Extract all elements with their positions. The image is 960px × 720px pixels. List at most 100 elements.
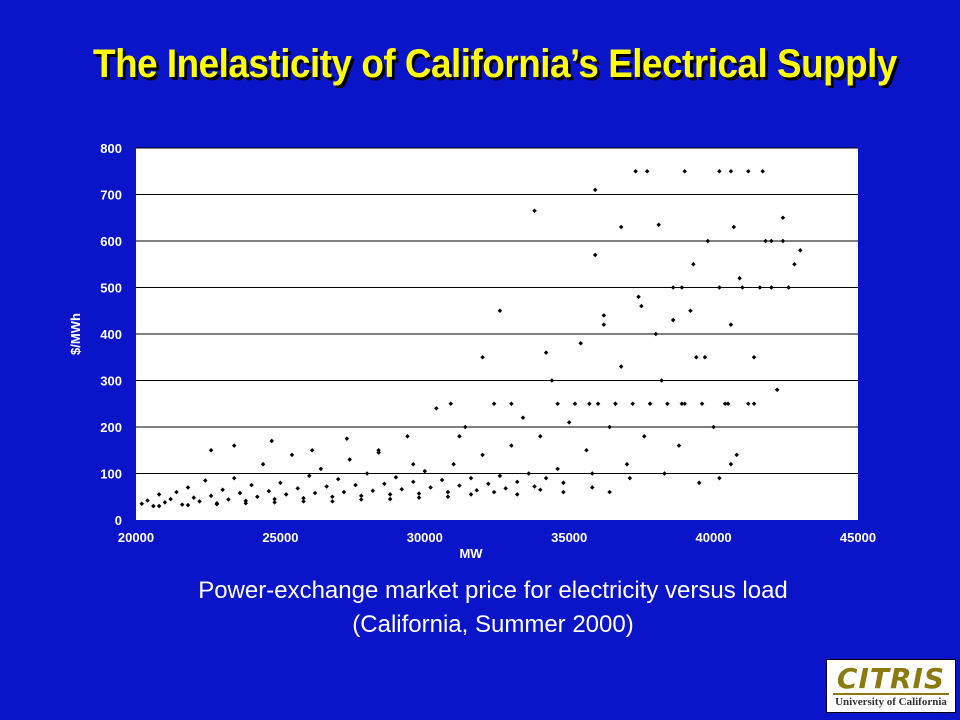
- data-point: [382, 481, 387, 486]
- data-point: [497, 473, 503, 479]
- data-point: [699, 401, 705, 407]
- data-point: [272, 500, 277, 505]
- data-point: [359, 493, 364, 499]
- data-point: [416, 491, 422, 496]
- data-point: [566, 420, 572, 425]
- data-point: [679, 401, 685, 407]
- data-point: [555, 466, 560, 472]
- data-point: [497, 308, 503, 314]
- data-point: [434, 406, 439, 411]
- data-point: [359, 497, 364, 502]
- data-point: [642, 434, 647, 439]
- data-point: [309, 447, 315, 453]
- data-point: [662, 471, 667, 476]
- x-axis-label: MW: [459, 546, 483, 561]
- data-point: [272, 496, 277, 502]
- data-point: [647, 401, 653, 407]
- data-point: [607, 424, 612, 430]
- data-point: [445, 489, 451, 495]
- citris-logo: CITRIS University of California: [826, 659, 956, 713]
- data-point: [457, 483, 462, 488]
- caption-line-2: (California, Summer 2000): [352, 611, 634, 638]
- logo-wordmark: CITRIS: [836, 662, 946, 695]
- data-point: [269, 438, 274, 444]
- data-point: [486, 481, 491, 486]
- data-point: [260, 461, 266, 467]
- data-point: [151, 503, 156, 509]
- data-point: [387, 492, 393, 497]
- data-point: [590, 471, 595, 476]
- data-point: [318, 466, 324, 472]
- data-point: [740, 285, 745, 290]
- data-point: [364, 471, 370, 476]
- data-point: [387, 496, 393, 502]
- data-point: [266, 488, 272, 494]
- data-point: [353, 482, 358, 488]
- data-point: [220, 487, 225, 493]
- data-point: [491, 401, 497, 407]
- data-point: [312, 490, 318, 496]
- x-tick-label: 45000: [840, 530, 876, 545]
- chart-caption: Power-exchange market price for electric…: [60, 574, 926, 642]
- data-point: [722, 401, 728, 407]
- x-tick-label: 20000: [118, 530, 154, 545]
- data-point: [410, 461, 416, 467]
- data-point: [399, 487, 404, 492]
- data-point: [630, 401, 635, 407]
- data-point: [376, 447, 381, 453]
- data-point: [717, 475, 722, 481]
- data-point: [324, 484, 329, 489]
- data-point: [595, 401, 601, 407]
- y-tick-label: 0: [115, 513, 122, 528]
- data-point: [682, 401, 687, 407]
- data-point: [590, 485, 595, 490]
- data-point: [445, 494, 451, 500]
- logo-subtitle: University of California: [835, 696, 947, 708]
- data-point: [278, 480, 283, 486]
- data-point: [584, 447, 589, 453]
- data-point: [462, 424, 468, 430]
- slide-title: The Inelasticity of California’s Electri…: [93, 42, 897, 86]
- data-point: [370, 488, 376, 493]
- data-point: [162, 500, 168, 505]
- data-point: [410, 479, 416, 485]
- data-point: [448, 401, 454, 407]
- data-point: [231, 443, 237, 448]
- data-point: [555, 401, 560, 407]
- data-point: [543, 350, 549, 355]
- data-point: [514, 479, 520, 485]
- caption-line-1: Power-exchange market price for electric…: [198, 577, 788, 604]
- data-point: [538, 434, 543, 439]
- data-point: [665, 401, 670, 407]
- data-point: [393, 474, 399, 480]
- data-point: [786, 285, 791, 290]
- data-point: [243, 500, 249, 506]
- data-point: [520, 415, 526, 420]
- data-point: [480, 354, 485, 360]
- data-point: [156, 503, 162, 509]
- data-point: [592, 252, 598, 258]
- data-point: [774, 387, 780, 393]
- chart-svg: 0 100 200 300 400 500 600 700 800 20000 25000 30000…: [68, 141, 876, 561]
- data-point: [769, 285, 774, 290]
- x-tick-label: 30000: [407, 530, 443, 545]
- data-point: [330, 494, 335, 500]
- y-tick-label: 400: [100, 327, 122, 342]
- data-point: [792, 261, 797, 267]
- data-point: [627, 475, 633, 481]
- data-point: [561, 480, 566, 486]
- data-point: [751, 401, 757, 407]
- data-point: [717, 285, 722, 290]
- data-point: [532, 208, 537, 214]
- data-point: [457, 434, 462, 439]
- data-point: [572, 401, 578, 407]
- data-point: [503, 486, 508, 491]
- data-point: [676, 443, 682, 448]
- data-point: [711, 424, 716, 430]
- data-point: [624, 461, 630, 467]
- data-point: [480, 452, 485, 458]
- data-point: [745, 401, 751, 407]
- data-point: [549, 378, 555, 383]
- data-point: [526, 471, 532, 476]
